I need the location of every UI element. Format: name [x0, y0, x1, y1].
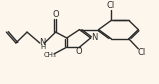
- Text: Cl: Cl: [137, 48, 146, 57]
- Text: O: O: [75, 47, 82, 56]
- Text: N: N: [91, 33, 98, 42]
- Text: N: N: [39, 38, 46, 47]
- Text: O: O: [52, 10, 59, 19]
- Text: H: H: [40, 44, 45, 50]
- Text: Cl: Cl: [106, 1, 115, 10]
- Text: CH₃: CH₃: [44, 52, 56, 58]
